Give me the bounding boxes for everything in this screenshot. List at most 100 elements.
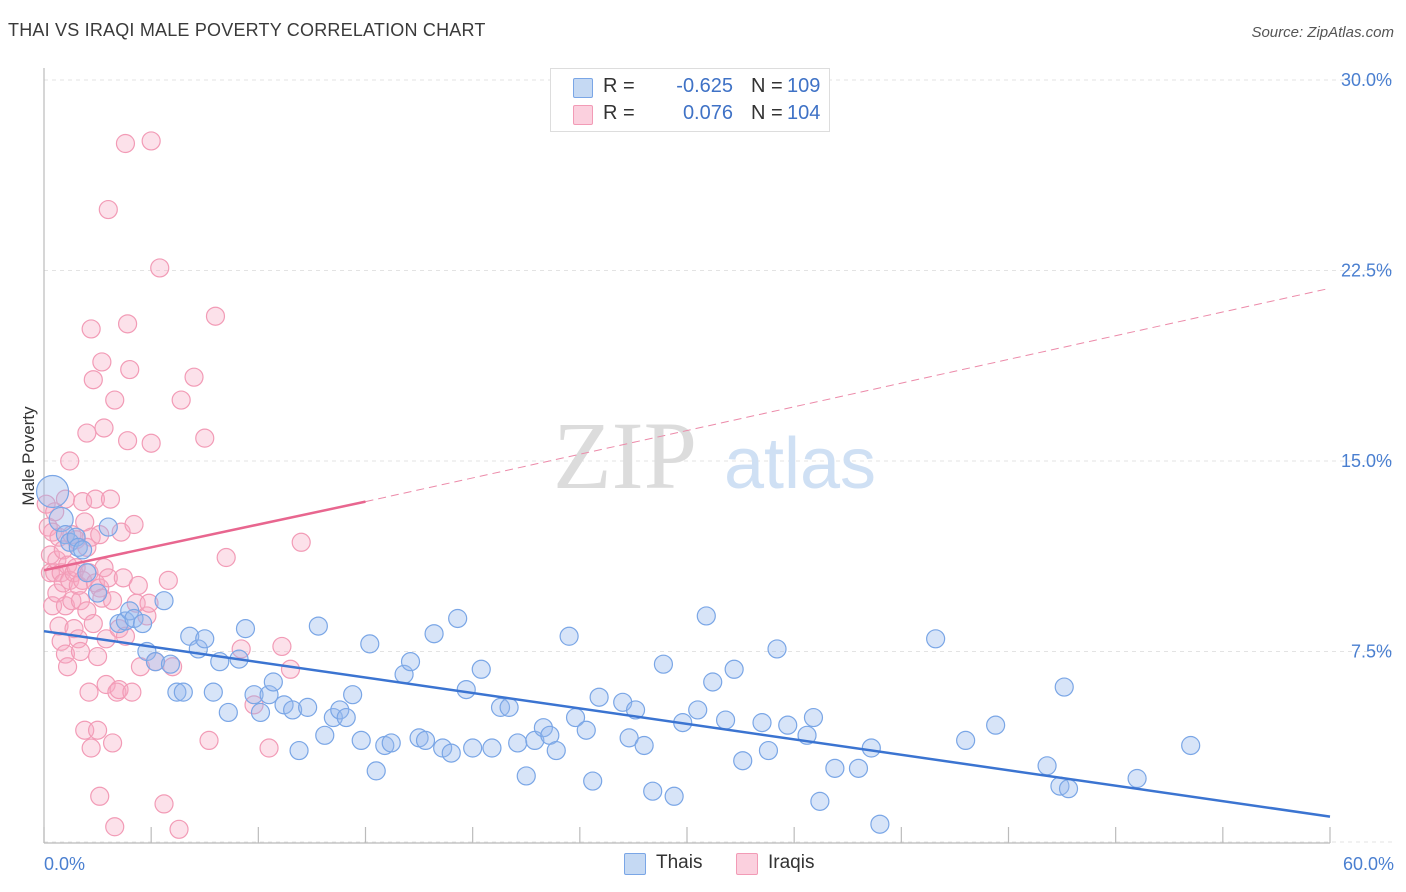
trend-line-iraqis-extension <box>365 287 1331 503</box>
legend-n-value: 104 <box>787 102 821 124</box>
data-point-iraqis <box>102 591 123 611</box>
data-point-thais <box>98 517 118 537</box>
data-point-thais <box>778 715 798 735</box>
data-point-iraqis <box>158 570 178 590</box>
data-point-thais <box>696 606 716 626</box>
data-point-thais <box>298 697 318 717</box>
data-point-iraqis <box>128 575 148 596</box>
data-point-iraqis <box>100 489 121 509</box>
data-point-iraqis <box>150 258 170 278</box>
data-point-thais <box>366 761 386 781</box>
data-point-thais <box>35 474 70 509</box>
data-point-thais <box>203 682 223 702</box>
trend-line-iraqis <box>43 500 366 572</box>
data-point-iraqis <box>117 431 138 451</box>
data-point-iraqis <box>49 616 69 636</box>
data-point-iraqis <box>57 657 78 677</box>
data-point-thais <box>259 685 279 705</box>
data-point-thais <box>703 672 723 692</box>
data-point-iraqis <box>98 568 118 588</box>
data-point-iraqis <box>291 532 311 552</box>
data-point-iraqis <box>83 613 103 634</box>
data-point-iraqis <box>141 131 161 151</box>
data-point-iraqis <box>109 619 129 639</box>
legend-n-label: N = <box>751 102 783 124</box>
y-axis-label: Male Poverty <box>19 406 38 506</box>
data-point-iraqis <box>169 819 189 839</box>
data-point-iraqis <box>171 390 191 410</box>
data-point-thais <box>315 725 335 745</box>
data-point-thais <box>154 591 174 611</box>
trend-line-thais <box>43 629 1331 818</box>
data-point-iraqis <box>105 817 125 837</box>
data-point-thais <box>508 733 528 753</box>
data-point-thais <box>463 738 483 758</box>
data-point-thais <box>381 733 401 753</box>
x-tick-label: 0.0% <box>44 854 85 874</box>
data-point-thais <box>724 659 744 679</box>
data-point-thais <box>956 730 976 751</box>
data-point-iraqis <box>117 314 138 334</box>
data-point-thais <box>516 766 536 786</box>
data-point-thais <box>653 654 674 674</box>
data-point-thais <box>400 652 421 672</box>
data-point-thais <box>861 738 881 758</box>
data-point-iraqis <box>115 133 136 154</box>
data-point-thais <box>583 771 603 791</box>
data-point-thais <box>758 740 779 761</box>
data-point-thais <box>1037 756 1057 776</box>
data-point-thais <box>77 563 97 583</box>
legend-r-label: R = <box>603 75 635 97</box>
legend-r-label: R = <box>603 102 635 124</box>
data-point-thais <box>767 639 787 659</box>
data-point-thais <box>1058 779 1079 799</box>
data-point-thais <box>688 700 708 720</box>
data-point-thais <box>546 740 566 761</box>
source-label: Source: ZipAtlas.com <box>1251 24 1394 41</box>
data-point-thais <box>870 814 890 834</box>
data-point-iraqis <box>272 636 292 657</box>
data-point-iraqis <box>70 641 91 662</box>
watermark-zip: ZIP <box>553 402 697 509</box>
data-point-thais <box>336 707 356 728</box>
data-point-thais <box>664 786 684 806</box>
data-point-thais <box>589 687 609 707</box>
data-point-iraqis <box>259 738 279 758</box>
data-point-thais <box>634 735 654 756</box>
bottom-legend-label-iraqis: Iraqis <box>768 852 815 873</box>
y-tick-label: 22.5% <box>1341 261 1392 281</box>
data-point-iraqis <box>55 596 76 616</box>
data-point-thais <box>167 682 187 702</box>
data-point-iraqis <box>102 733 123 753</box>
legend-swatch-thais <box>573 78 593 98</box>
data-point-thais <box>289 740 309 761</box>
data-point-thais <box>448 608 468 629</box>
data-point-thais <box>145 652 166 672</box>
data-point-thais <box>810 791 830 811</box>
data-point-thais <box>643 781 663 801</box>
data-point-thais <box>132 613 153 634</box>
data-point-iraqis <box>53 540 73 560</box>
data-point-iraqis <box>90 786 110 806</box>
data-point-thais <box>415 730 436 751</box>
data-point-thais <box>1054 677 1074 697</box>
watermark-atlas: atlas <box>724 424 876 504</box>
data-point-thais <box>250 702 271 723</box>
data-point-thais <box>244 685 264 705</box>
chart-title: THAI VS IRAQI MALE POVERTY CORRELATION C… <box>8 20 486 40</box>
y-tick-label: 15.0% <box>1341 451 1392 471</box>
data-point-thais <box>283 700 303 720</box>
data-point-thais <box>803 707 824 728</box>
axis-labels: 7.5% 15.0% 22.5% 30.0% 0.0% 60.0% Male Poverty <box>19 70 1394 874</box>
data-point-iraqis <box>105 390 125 410</box>
data-point-iraqis <box>60 451 80 471</box>
data-point-thais <box>625 700 646 720</box>
data-point-thais <box>441 743 461 763</box>
data-point-thais <box>533 718 553 738</box>
data-point-iraqis <box>107 682 127 702</box>
bottom-legend-swatch-iraqis <box>736 853 758 875</box>
data-point-iraqis <box>94 418 114 438</box>
data-point-thais <box>351 730 371 751</box>
y-tick-label: 7.5% <box>1351 642 1392 662</box>
trend-lines <box>43 287 1331 818</box>
